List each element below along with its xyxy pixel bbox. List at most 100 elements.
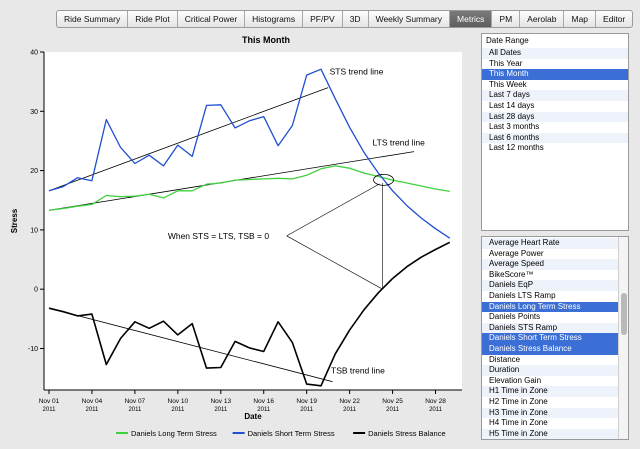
date-range-item[interactable]: This Year [489,58,523,68]
tab-pm[interactable]: PM [492,11,521,27]
date-range-title: Date Range [486,36,529,45]
x-tick-label: Nov 16 [253,398,274,405]
x-tick-label: Nov 07 [125,398,146,405]
x-tick-year: 2011 [171,407,185,413]
x-axis-label: Date [244,412,262,421]
x-tick-year: 2011 [300,407,314,413]
tsb-trend-label: TSB trend line [331,365,385,375]
x-tick-label: Nov 25 [382,398,403,405]
x-tick-year: 2011 [85,407,99,413]
metric-item[interactable]: Daniels STS Ramp [482,322,628,334]
metric-item[interactable]: H4 Time in Zone [489,418,548,428]
date-range-item[interactable]: Last 12 months [489,143,544,153]
y-tick-label: 30 [30,109,38,116]
x-tick-year: 2011 [43,407,57,413]
lts-series-line [48,165,450,211]
tab-ride-summary[interactable]: Ride Summary [57,11,129,27]
crossover-annotation: When STS = LTS, TSB = 0 [168,231,270,241]
date-range-item[interactable]: This Week [489,79,527,89]
x-tick-year: 2011 [343,407,357,413]
crossover-pointer [286,183,380,237]
legend-label: Daniels Long Term Stress [131,429,217,438]
metrics-items: Average Heart Rate Average Power Average S… [482,237,628,440]
tsb-trend-line [48,307,333,383]
tsb-series-line [48,241,451,387]
date-range-item[interactable]: Last 3 months [489,122,540,132]
metric-item[interactable]: Average Speed [482,259,628,270]
metric-item[interactable]: Daniels EqP [482,280,628,291]
metric-item[interactable]: H2 Time in Zone [489,396,548,406]
x-tick-label: Nov 01 [39,398,60,405]
date-range-item[interactable]: This Month [482,69,628,80]
date-range-item[interactable]: Last 7 days [482,90,628,101]
tab-3d[interactable]: 3D [343,11,369,27]
y-tick-label: 10 [30,227,38,234]
x-tick-label: Nov 28 [425,398,446,405]
tab-pf-pv[interactable]: PF/PV [303,11,343,27]
x-tick-year: 2011 [128,407,142,413]
metric-item[interactable]: Daniels Points [489,312,541,322]
metric-item[interactable]: Average Heart Rate [482,238,628,249]
chart-title: This Month [242,35,290,45]
tab-map[interactable]: Map [564,11,597,27]
tab-critical-power[interactable]: Critical Power [178,11,246,27]
x-tick-label: Nov 04 [82,398,103,405]
metric-item[interactable]: Duration [482,365,628,376]
date-range-list: Date Range All Dates This Year This Month T… [481,33,629,231]
metric-item[interactable]: Average Power [489,248,544,258]
plot-background [44,52,462,390]
sts-series-line [48,68,451,239]
plot-area: -10 0 10 20 30 40 Nov 01 2011 Nov 04 2011 Nov 07 20… [28,50,462,438]
y-tick-label: 0 [34,287,38,294]
tab-ride-plot[interactable]: Ride Plot [128,11,178,27]
sts-trend-line [48,87,329,192]
metric-item[interactable]: Elevation Gain [489,375,542,385]
tab-bar: Ride Summary Ride Plot Critical Power Histo… [0,0,640,32]
metric-item[interactable]: H1 Time in Zone [482,386,628,397]
y-tick-label: 20 [30,168,38,175]
date-range-items: All Dates This Year This Month This Week Las… [482,48,628,154]
tab-editor[interactable]: Editor [603,14,626,24]
x-tick-label: Nov 22 [339,398,360,405]
tab-weekly-summary[interactable]: Weekly Summary [369,11,451,27]
x-tick-year: 2011 [214,407,228,413]
view-tabs: Ride Summary Ride Plot Critical Power Histo… [56,10,634,28]
tab-metrics[interactable]: Metrics [450,11,493,27]
tab-aerolab[interactable]: Aerolab [520,11,565,27]
metric-item[interactable]: H3 Time in Zone [482,407,628,419]
legend-label: Daniels Stress Balance [368,429,446,438]
date-range-item[interactable]: Last 28 days [482,111,628,123]
chart-legend: Daniels Long Term Stress Daniels Short Te… [116,429,446,438]
chart-panel: This Month Stress Date -10 0 10 20 30 40 Nov 0… [4,32,474,444]
tab-histograms[interactable]: Histograms [245,11,304,27]
lts-trend-label: LTS trend line [373,138,426,148]
metrics-list: Average Heart Rate Average Power Average S… [481,236,629,440]
crossover-pointer [286,235,383,290]
scrollbar-thumb[interactable] [621,293,627,335]
metric-item[interactable]: Distance [489,354,521,364]
metric-item[interactable]: BikeScore™ [489,269,534,279]
metrics-scrollbar[interactable] [618,237,628,439]
metric-item[interactable]: Daniels Long Term Stress [482,301,628,313]
y-tick-label: 40 [30,50,38,57]
metrics-chart: This Month Stress Date -10 0 10 20 30 40 Nov 0… [10,35,462,438]
y-tick-label: -10 [28,346,38,353]
metric-item[interactable]: H6 Time in Zone [482,439,628,440]
x-tick-label: Nov 13 [210,398,231,405]
x-tick-year: 2011 [257,407,271,413]
x-tick-label: Nov 10 [168,398,189,405]
legend-label: Daniels Short Term Stress [248,429,335,438]
y-axis-label: Stress [10,208,19,233]
x-tick-label: Nov 19 [296,398,317,405]
metric-item[interactable]: H5 Time in Zone [482,428,628,439]
crossover-circle [373,173,394,186]
x-tick-year: 2011 [429,407,443,413]
date-range-item[interactable]: Last 14 days [489,100,535,110]
x-tick-year: 2011 [386,407,400,413]
sts-trend-label: STS trend line [330,67,384,77]
metric-item[interactable]: Daniels Stress Balance [482,343,628,355]
metric-item[interactable]: Daniels LTS Ramp [489,290,556,300]
metric-item[interactable]: Daniels Short Term Stress [482,333,628,344]
date-range-item[interactable]: Last 6 months [482,132,628,144]
date-range-item[interactable]: All Dates [482,48,628,59]
